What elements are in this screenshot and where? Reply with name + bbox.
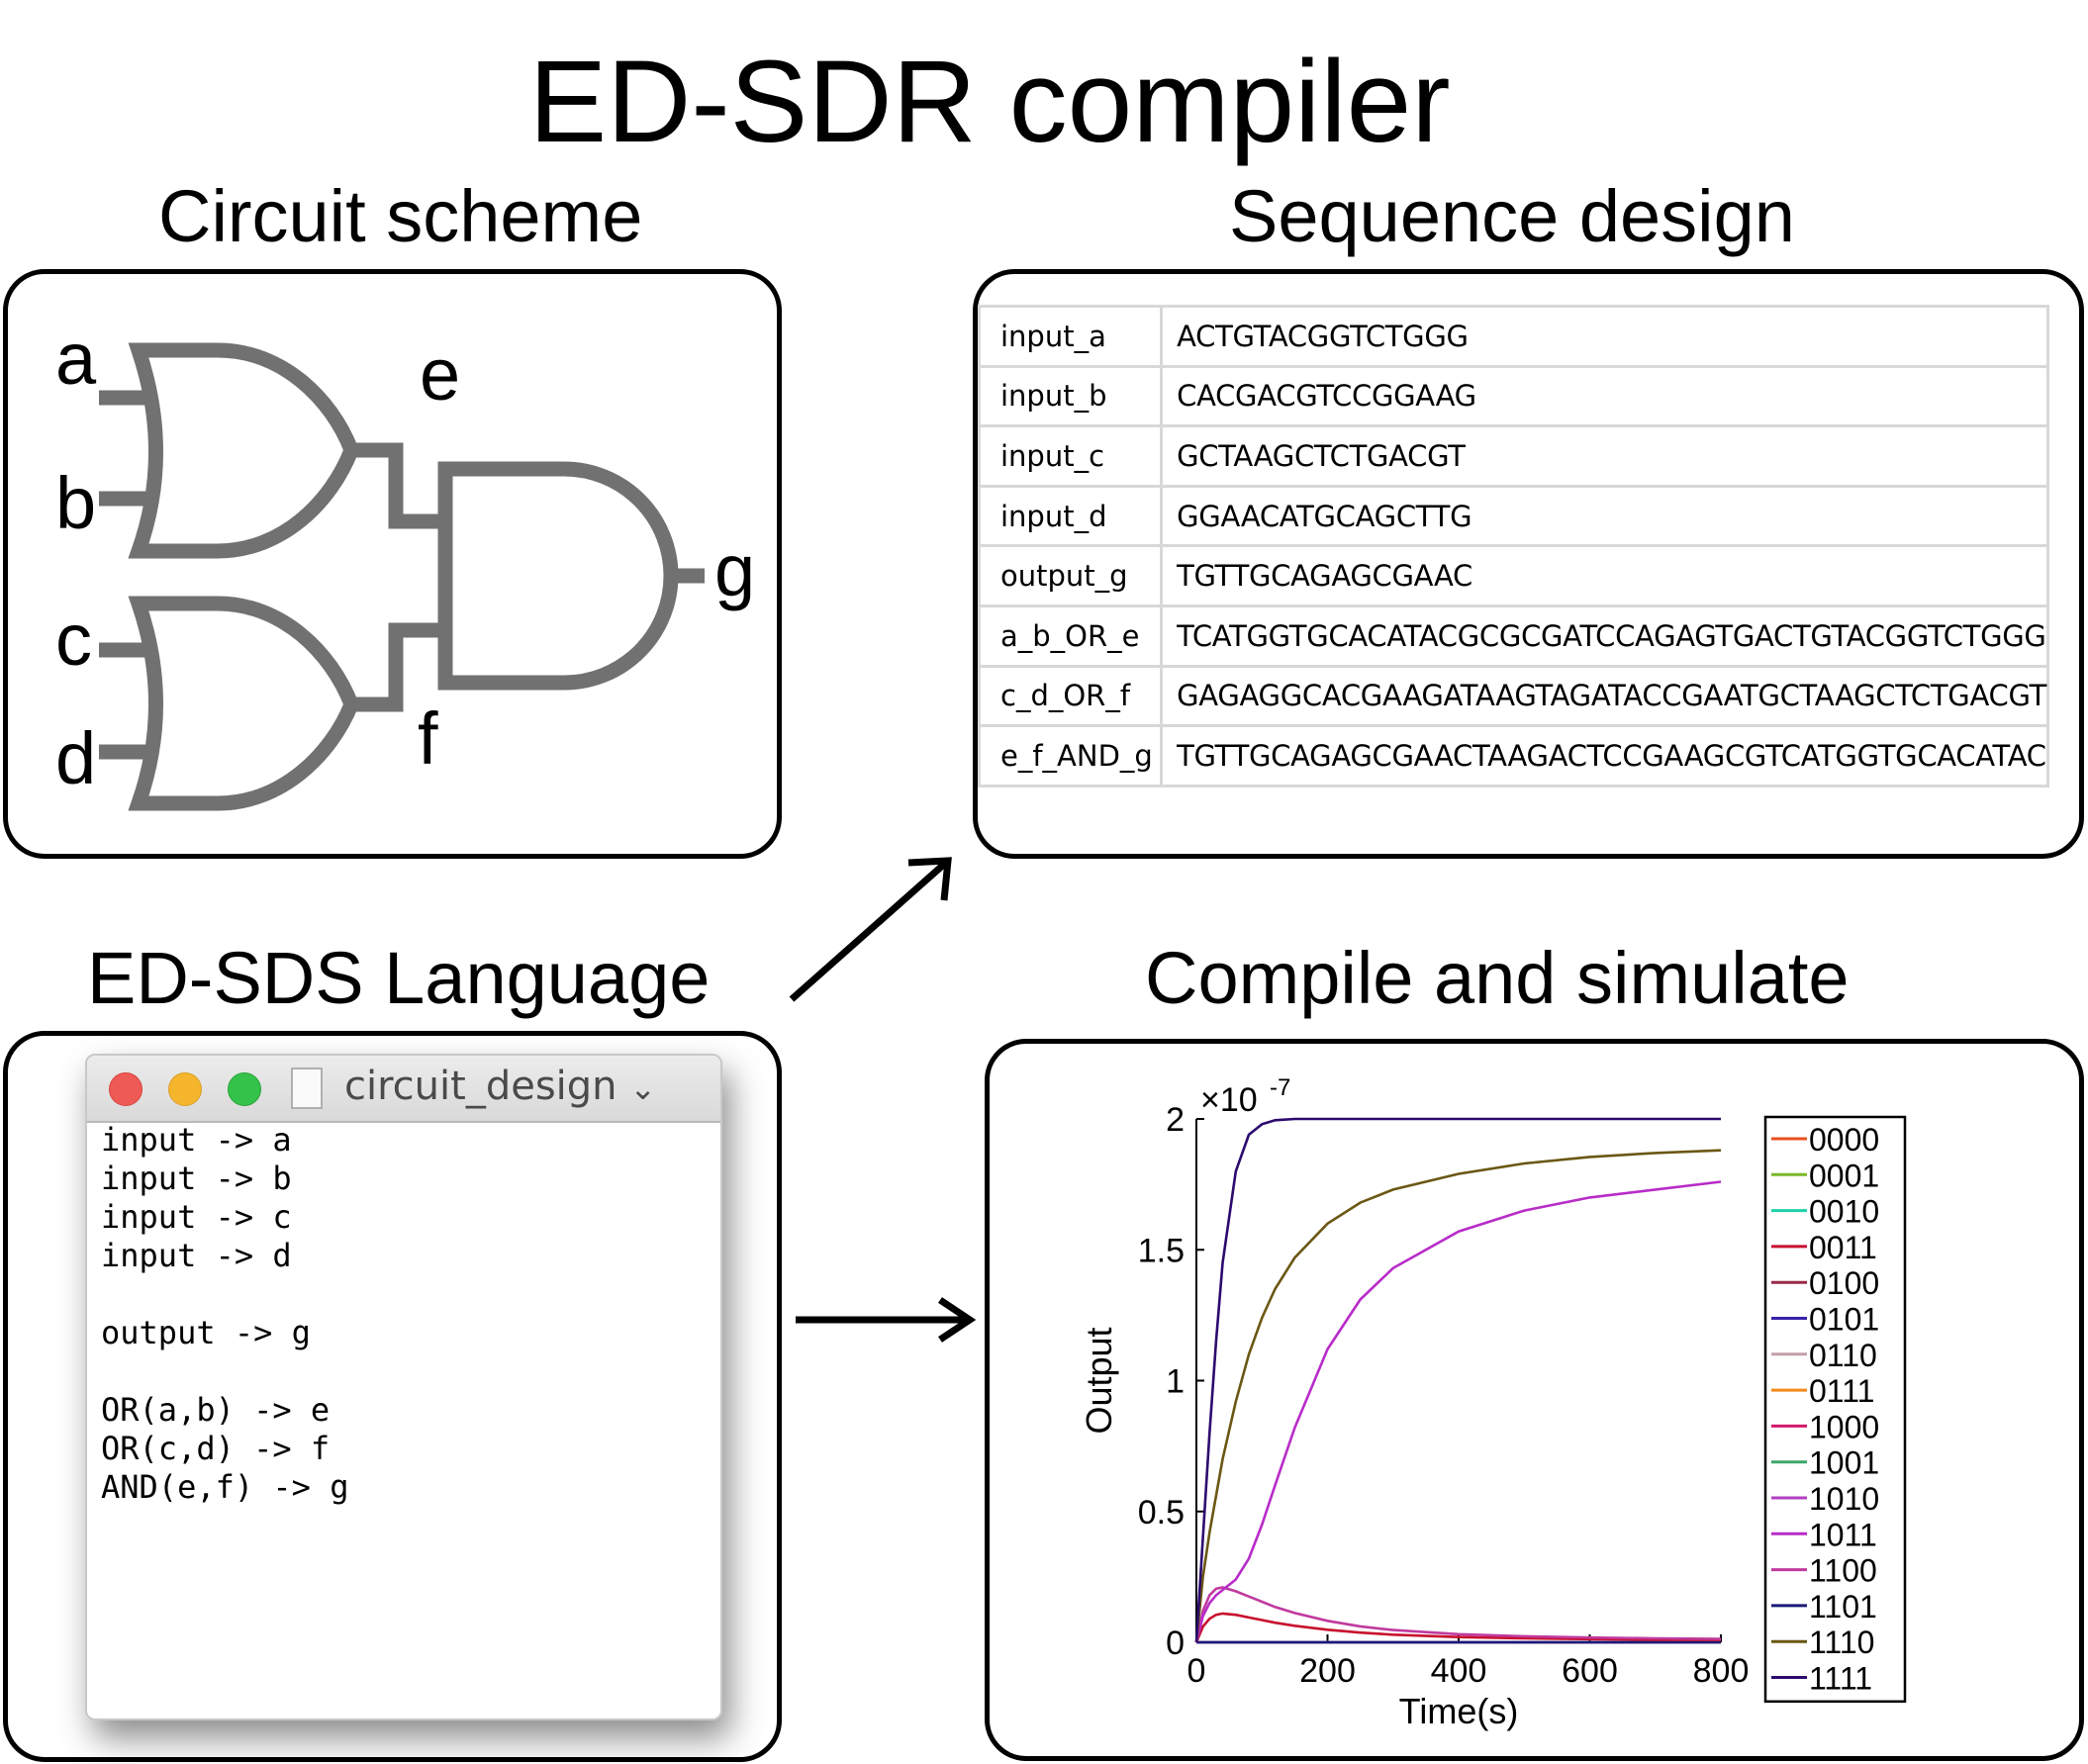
sequence-row: input_c GCTAAGCTCTGACGT [977, 424, 2049, 488]
sequence-name: input_c [977, 424, 1164, 488]
legend-label: 1001 [1809, 1445, 1879, 1481]
editor-filename[interactable]: circuit_design ⌄ [344, 1064, 656, 1109]
x-tick-label: 0 [1187, 1652, 1206, 1690]
sequence-value: CACGACGTCCGGAAG [1161, 364, 2049, 428]
legend-label: 1011 [1809, 1517, 1877, 1552]
label-b: b [55, 462, 96, 544]
series-line-1111 [1194, 1117, 1721, 1643]
sequence-row: output_g TGTTGCAGAGCGAAC [977, 544, 2049, 607]
x-axis-label: Time(s) [1399, 1691, 1519, 1731]
close-button[interactable] [109, 1072, 142, 1106]
sequence-value: TGTTGCAGAGCGAACTAAGACTCCGAAGCGTCATGGTGCA… [1161, 724, 2049, 788]
circuit-scheme-panel [3, 269, 782, 859]
y-multiplier: ×10 [1200, 1081, 1258, 1119]
y-tick-label: 0.5 [1138, 1494, 1185, 1532]
legend-label: 0010 [1809, 1194, 1879, 1230]
maximize-button[interactable] [228, 1072, 261, 1106]
heading-ed-sds-language: ED-SDS Language [87, 937, 711, 1019]
series-line-1011 [1194, 1180, 1722, 1643]
document-icon [291, 1068, 323, 1109]
sequence-name: a_b_OR_e [977, 603, 1164, 668]
y-tick-label: 1 [1166, 1363, 1185, 1401]
y-axis-label: Output [1079, 1327, 1119, 1434]
sequence-value: GAGAGGCACGAAGATAAGTAGATACCGAATGCTAAGCTCT… [1161, 664, 2049, 728]
label-e: e [420, 333, 460, 416]
sequence-row: input_b CACGACGTCCGGAAG [977, 364, 2049, 428]
sequence-row: input_d GGAACATGCAGCTTG [977, 484, 2049, 548]
sequence-value: GGAACATGCAGCTTG [1161, 484, 2049, 548]
arrow-to-sequence-icon [789, 857, 952, 1002]
sequence-row: c_d_OR_f GAGAGGCACGAAGATAAGTAGATACCGAATGC… [977, 664, 2049, 728]
main-title: ED-SDR compiler [528, 37, 1451, 167]
label-a: a [55, 318, 97, 400]
x-tick-label: 400 [1431, 1652, 1487, 1690]
minimize-button[interactable] [168, 1072, 202, 1106]
heading-sequence-design: Sequence design [1229, 175, 1795, 257]
sequence-name: c_d_OR_f [977, 664, 1164, 728]
circuit-diagram: a b c d e f g [55, 318, 755, 811]
legend-label: 1010 [1809, 1481, 1879, 1517]
wire-e [351, 442, 445, 529]
x-tick-label: 800 [1693, 1652, 1750, 1690]
sequence-value: TCATGGTGCACATACGCGCGATCCAGAGTGACTGTACGGT… [1161, 603, 2049, 668]
editor-code[interactable]: input -> a input -> b input -> c input -… [101, 1121, 349, 1506]
legend-label: 0111 [1809, 1373, 1874, 1409]
sequence-row: input_a ACTGTACGGTCTGGG [977, 305, 2049, 368]
legend-label: 0001 [1809, 1158, 1879, 1193]
editor-window: circuit_design ⌄ input -> a input -> b i… [85, 1054, 722, 1720]
wire-f [351, 622, 445, 712]
legend-label: 0011 [1809, 1230, 1877, 1265]
arrow-to-simulation-icon [796, 1297, 977, 1343]
legend-label: 1111 [1809, 1661, 1872, 1697]
chevron-down-icon: ⌄ [629, 1069, 657, 1107]
series-line-0011 [1194, 1612, 1722, 1643]
sequence-row: e_f_AND_g TGTTGCAGAGCGAACTAAGACTCCGAAGCGT… [977, 724, 2049, 788]
sequence-name: e_f_AND_g [977, 724, 1164, 788]
sequence-name: output_g [977, 544, 1164, 607]
heading-circuit-scheme: Circuit scheme [158, 175, 643, 257]
y-exponent: -7 [1270, 1074, 1290, 1101]
heading-compile-simulate: Compile and simulate [1145, 937, 1850, 1019]
legend-label: 0110 [1809, 1338, 1877, 1373]
legend-box [1763, 1115, 1907, 1704]
y-tick-label: 0 [1166, 1625, 1185, 1662]
x-tick-label: 600 [1562, 1652, 1618, 1690]
legend-label: 1000 [1809, 1409, 1879, 1444]
or-gate-f [128, 596, 360, 811]
and-gate-g [437, 461, 679, 691]
label-g: g [714, 529, 755, 611]
label-f: f [418, 697, 438, 780]
legend-label: 1100 [1809, 1553, 1877, 1589]
series-line-1100 [1194, 1586, 1722, 1643]
sequence-table: input_a ACTGTACGGTCTGGG input_b CACGACGTCCG… [977, 305, 2049, 788]
simulation-chart: 0 200 400 600 800 0 0.5 1 1.5 2 ×10 -7 Time(s) Output… [1079, 1074, 1907, 1731]
sequence-name: input_b [977, 364, 1164, 428]
sequence-value: GCTAAGCTCTGACGT [1161, 424, 2049, 488]
filename-text: circuit_design [344, 1064, 617, 1109]
sequence-value: TGTTGCAGAGCGAAC [1161, 544, 2049, 607]
editor-titlebar[interactable]: circuit_design ⌄ [87, 1056, 720, 1123]
y-tick-label: 1.5 [1138, 1232, 1185, 1269]
label-c: c [55, 599, 92, 681]
legend-label: 0101 [1809, 1302, 1879, 1338]
label-d: d [55, 717, 96, 799]
legend-label: 0100 [1809, 1265, 1879, 1301]
sequence-name: input_a [977, 305, 1164, 368]
legend-label: 0000 [1809, 1122, 1879, 1158]
legend-label: 1101 [1809, 1589, 1877, 1625]
or-gate-e [128, 342, 360, 559]
legend-label: 1110 [1809, 1625, 1874, 1660]
x-tick-label: 200 [1299, 1652, 1356, 1690]
sequence-name: input_d [977, 484, 1164, 548]
sequence-row: a_b_OR_e TCATGGTGCACATACGCGCGATCCAGAGTGAC… [977, 603, 2049, 668]
sequence-value: ACTGTACGGTCTGGG [1161, 305, 2049, 368]
series-line-1110 [1194, 1149, 1722, 1643]
y-tick-label: 2 [1166, 1101, 1185, 1139]
